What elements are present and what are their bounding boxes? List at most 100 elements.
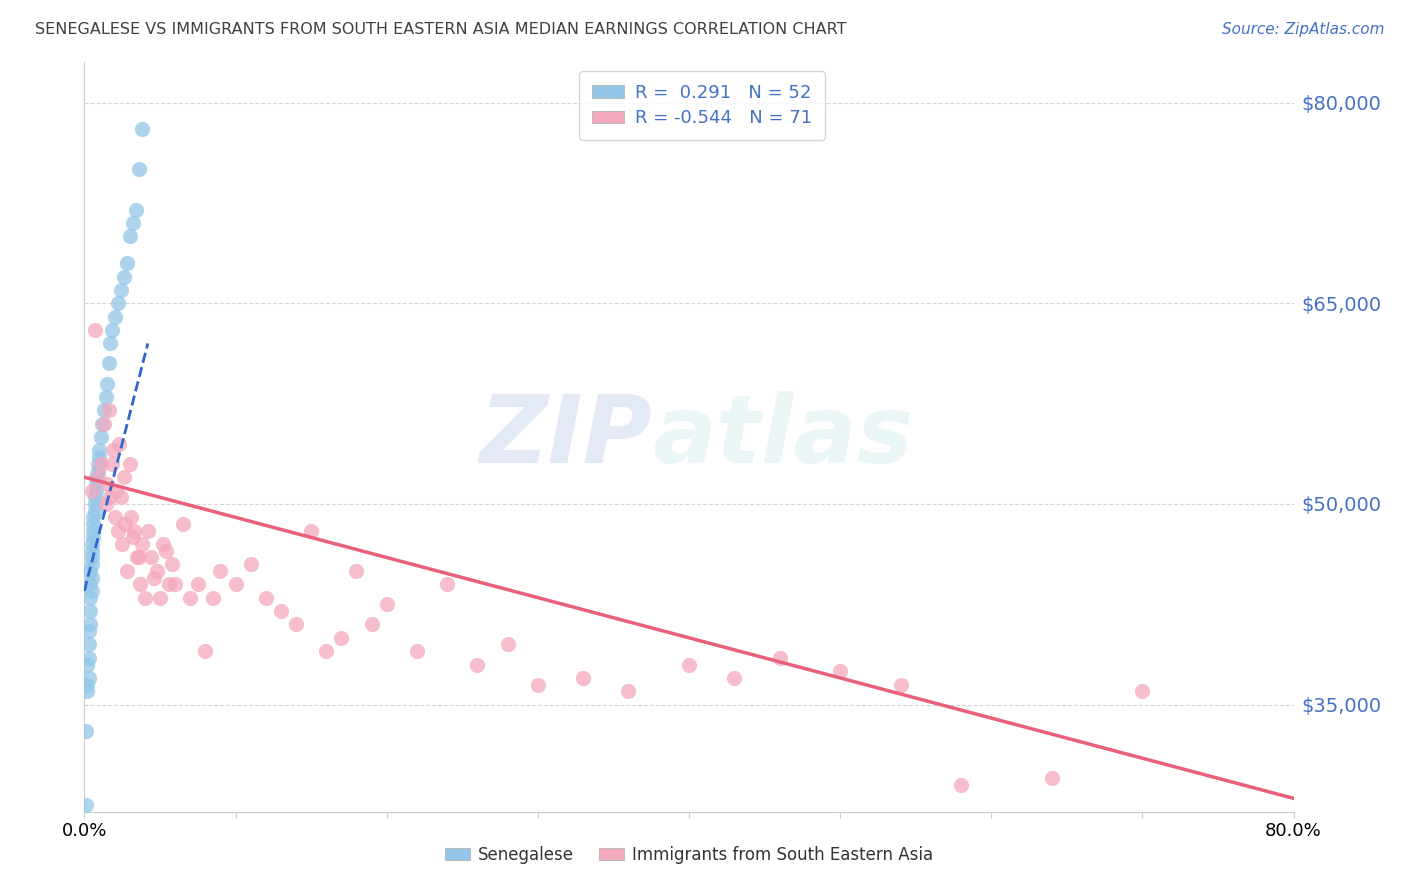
Point	[77, 671, 100, 685]
Point	[769, 651, 792, 665]
Point	[115, 256, 138, 270]
Point	[101, 443, 124, 458]
Point	[79, 617, 101, 632]
Point	[375, 598, 398, 612]
Point	[572, 671, 595, 685]
Point	[80, 550, 103, 565]
Point	[76, 678, 98, 692]
Point	[86, 483, 108, 498]
Point	[79, 604, 101, 618]
Point	[678, 657, 700, 672]
Point	[98, 336, 121, 351]
Point	[139, 550, 162, 565]
Point	[100, 457, 122, 471]
Point	[299, 524, 322, 538]
Point	[118, 229, 141, 244]
Point	[100, 323, 122, 337]
Point	[76, 657, 98, 672]
Point	[82, 530, 104, 544]
Point	[225, 577, 247, 591]
Point	[80, 584, 103, 599]
Point	[82, 510, 104, 524]
Text: SENEGALESE VS IMMIGRANTS FROM SOUTH EASTERN ASIA MEDIAN EARNINGS CORRELATION CHA: SENEGALESE VS IMMIGRANTS FROM SOUTH EAST…	[35, 22, 846, 37]
Point	[134, 591, 156, 605]
Point	[84, 503, 107, 517]
Text: ZIP: ZIP	[479, 391, 652, 483]
Point	[114, 516, 136, 531]
Text: atlas: atlas	[652, 391, 914, 483]
Point	[112, 269, 135, 284]
Point	[104, 510, 127, 524]
Point	[165, 577, 187, 591]
Point	[91, 417, 114, 431]
Point	[330, 631, 353, 645]
Point	[239, 557, 262, 571]
Point	[79, 591, 101, 605]
Point	[104, 310, 127, 324]
Point	[467, 657, 489, 672]
Point	[93, 417, 115, 431]
Point	[87, 470, 110, 484]
Point	[121, 530, 143, 544]
Point	[118, 457, 141, 471]
Point	[152, 537, 174, 551]
Point	[115, 564, 138, 578]
Point	[77, 624, 100, 639]
Point	[75, 798, 97, 813]
Point	[617, 684, 640, 698]
Point	[201, 591, 224, 605]
Point	[89, 450, 111, 464]
Point	[80, 557, 103, 571]
Point	[86, 470, 108, 484]
Point	[160, 557, 183, 571]
Point	[80, 571, 103, 585]
Point	[1130, 684, 1153, 698]
Point	[89, 443, 111, 458]
Text: Source: ZipAtlas.com: Source: ZipAtlas.com	[1222, 22, 1385, 37]
Point	[76, 684, 98, 698]
Point	[131, 122, 153, 136]
Legend: Senegalese, Immigrants from South Eastern Asia: Senegalese, Immigrants from South Easter…	[437, 839, 941, 871]
Point	[93, 403, 115, 417]
Point	[194, 644, 217, 658]
Point	[406, 644, 429, 658]
Point	[108, 436, 131, 450]
Point	[87, 464, 110, 478]
Point	[129, 577, 152, 591]
Point	[79, 577, 101, 591]
Point	[172, 516, 194, 531]
Point	[254, 591, 277, 605]
Point	[80, 483, 103, 498]
Point	[94, 497, 117, 511]
Point	[436, 577, 458, 591]
Point	[950, 778, 973, 792]
Point	[209, 564, 232, 578]
Point	[187, 577, 209, 591]
Point	[127, 550, 149, 565]
Point	[149, 591, 172, 605]
Point	[82, 516, 104, 531]
Point	[723, 671, 745, 685]
Point	[360, 617, 382, 632]
Point	[136, 524, 159, 538]
Point	[77, 651, 100, 665]
Point	[830, 664, 852, 679]
Point	[97, 356, 120, 370]
Point	[97, 403, 120, 417]
Point	[110, 283, 132, 297]
Point	[84, 490, 107, 504]
Point	[105, 483, 128, 498]
Point	[107, 296, 129, 310]
Point	[90, 430, 112, 444]
Point	[890, 678, 912, 692]
Point	[146, 564, 169, 578]
Point	[94, 390, 117, 404]
Point	[90, 457, 112, 471]
Point	[157, 577, 180, 591]
Point	[120, 510, 142, 524]
Point	[96, 476, 118, 491]
Point	[84, 497, 107, 511]
Point	[527, 678, 550, 692]
Point	[112, 470, 135, 484]
Point	[122, 524, 145, 538]
